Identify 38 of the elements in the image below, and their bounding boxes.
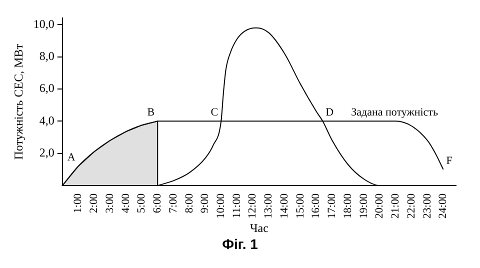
y-tick-label: 4,0 [39,113,54,128]
x-tick-label: 9:00 [199,193,212,214]
x-tick-label: 14:00 [278,193,290,219]
y-tick-label: 2,0 [39,146,54,160]
x-tick-label: 10:00 [215,193,227,219]
x-tick-label: 18:00 [342,193,354,219]
y-tick-label: 10,0 [33,16,54,31]
x-tick-label: 3:00 [104,193,116,214]
annotation: C [210,106,218,119]
x-tick-label: 6:00 [152,193,164,214]
x-tick-label: 8:00 [183,193,196,214]
y-tick-label: 8,0 [39,48,54,63]
x-tick-label: 4:00 [120,193,132,214]
x-tick-label: 1:00 [72,193,84,214]
x-axis-title: Час [250,220,268,235]
annotation: Задана потужність [351,106,438,119]
annotation: F [446,154,452,167]
annotation: D [326,106,334,119]
x-tick-label: 16:00 [310,193,322,219]
annotation: A [67,152,76,164]
x-tick-label: 13:00 [262,193,275,219]
x-tick-label: 17:00 [326,193,338,219]
x-tick-label: 15:00 [294,193,306,219]
x-tick-label: 7:00 [167,193,180,214]
annotation: B [147,106,155,119]
x-tick-label: 21:00 [390,193,402,219]
x-tick-label: 2:00 [88,193,100,214]
y-tick-label: 6,0 [39,81,54,96]
x-tick-label: 22:00 [405,193,418,219]
x-tick-label: 20:00 [374,193,386,219]
x-tick-label: 19:00 [358,193,370,219]
x-tick-label: 11:00 [230,193,243,218]
x-tick-label: 24:00 [437,193,450,219]
x-tick-label: 23:00 [421,193,434,219]
x-tick-label: 5:00 [136,193,148,214]
text: Фіг. 1 [221,236,259,252]
x-tick-label: 12:00 [246,193,259,219]
y-axis-title: Потужність СЕС, МВт [11,43,26,160]
